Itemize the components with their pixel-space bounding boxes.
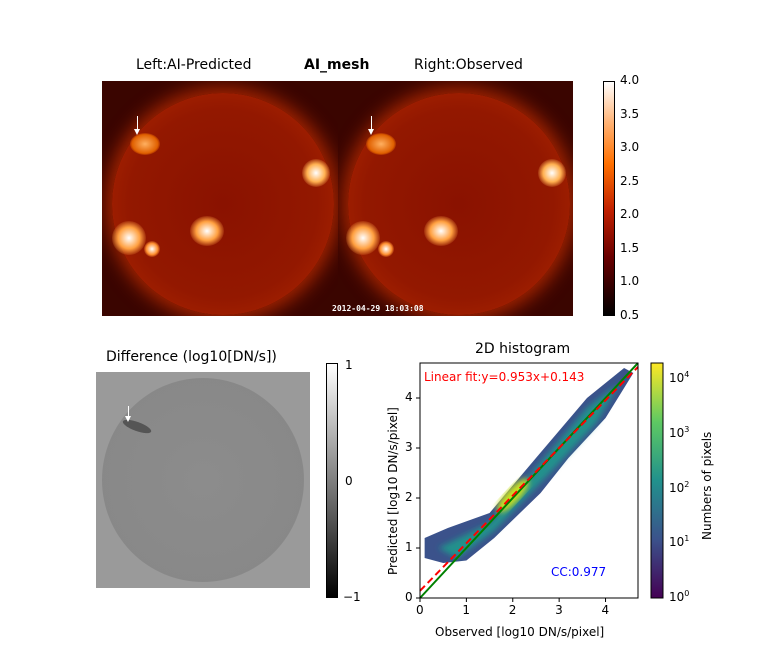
colorbar-label: Numbers of pixels <box>700 431 714 540</box>
x-tick-label: 1 <box>462 603 471 617</box>
diff-cbar-tick: 1 <box>345 358 353 372</box>
left-label: Left:AI-Predicted <box>136 57 252 73</box>
count-colorbar <box>650 362 664 599</box>
figure-title: AI_mesh <box>304 57 370 73</box>
count-cbar-tick: 104 <box>669 370 690 386</box>
x-tick-label: 2 <box>508 603 517 617</box>
intensity-cbar-tick: 0.5 <box>620 308 640 322</box>
observed-sun-image <box>338 81 573 316</box>
x-tick-label: 4 <box>601 603 610 617</box>
plot-frame <box>419 362 639 599</box>
count-cbar-tick: 103 <box>669 425 690 441</box>
y-tick-label: 0 <box>405 590 413 604</box>
count-cbar-tick: 100 <box>669 589 690 604</box>
diff-cbar-tick: −1 <box>343 590 361 604</box>
arrow-icon <box>125 406 131 422</box>
timestamp: 2012-04-29 18:03:08 <box>332 304 424 313</box>
y-tick-label: 2 <box>405 490 413 504</box>
intensity-cbar-tick: 2.0 <box>620 207 640 222</box>
intensity-cbar-tick: 4.0 <box>620 73 640 87</box>
difference-title: Difference (log10[DN/s]) <box>106 349 277 365</box>
diff-cbar-tick: 0 <box>345 474 353 488</box>
intensity-cbar-tick: 2.5 <box>620 173 640 188</box>
x-tick-label: 0 <box>416 603 424 617</box>
chart-title: 2D histogram <box>475 341 571 357</box>
right-label: Right:Observed <box>414 57 523 73</box>
intensity-cbar-tick: 3.5 <box>620 106 640 121</box>
intensity-colorbar <box>603 81 615 316</box>
histogram-density-mid <box>438 383 620 558</box>
difference-colorbar <box>326 363 338 598</box>
y-tick-label: 1 <box>405 540 413 554</box>
arrow-icon <box>368 116 374 135</box>
count-cbar-tick: 102 <box>669 479 690 495</box>
y-axis-label: Predicted [log10 DN/s/pixel] <box>386 407 400 575</box>
intensity-cbar-tick: 1.0 <box>620 274 640 289</box>
identity-line <box>419 362 639 599</box>
predicted-sun-image <box>102 81 338 316</box>
fit-label: Linear fit:y=0.953x+0.143 <box>424 370 585 384</box>
count-cbar-tick: 101 <box>669 534 690 550</box>
fit-line <box>419 366 639 592</box>
x-axis-label: Observed [log10 DN/s/pixel] <box>435 625 605 639</box>
difference-image <box>96 372 310 588</box>
intensity-cbar-tick: 1.5 <box>620 240 640 255</box>
intensity-cbar-tick: 3.0 <box>620 140 640 155</box>
x-tick-label: 3 <box>555 603 563 617</box>
y-tick-label: 3 <box>405 440 413 454</box>
y-tick-label: 4 <box>405 390 413 404</box>
arrow-icon <box>134 116 140 135</box>
cc-label: CC:0.977 <box>551 565 607 579</box>
